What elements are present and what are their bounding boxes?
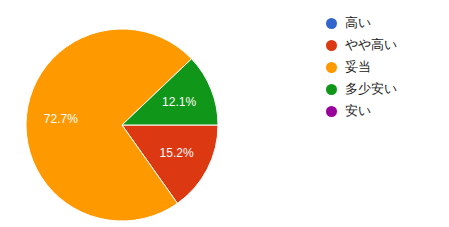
html-text:やや高い: やや高い xyxy=(345,37,397,52)
svg-text:12.1%: 12.1% xyxy=(162,95,196,109)
html-text:妥当: 妥当 xyxy=(345,59,371,74)
html-text:安い: 安い xyxy=(345,103,371,118)
html-text:多少安い: 多少安い xyxy=(345,81,397,96)
html-text:高い: 高い xyxy=(345,15,371,30)
svg-text:72.7%: 72.7% xyxy=(44,112,78,126)
svg-text:15.2%: 15.2% xyxy=(160,146,194,160)
